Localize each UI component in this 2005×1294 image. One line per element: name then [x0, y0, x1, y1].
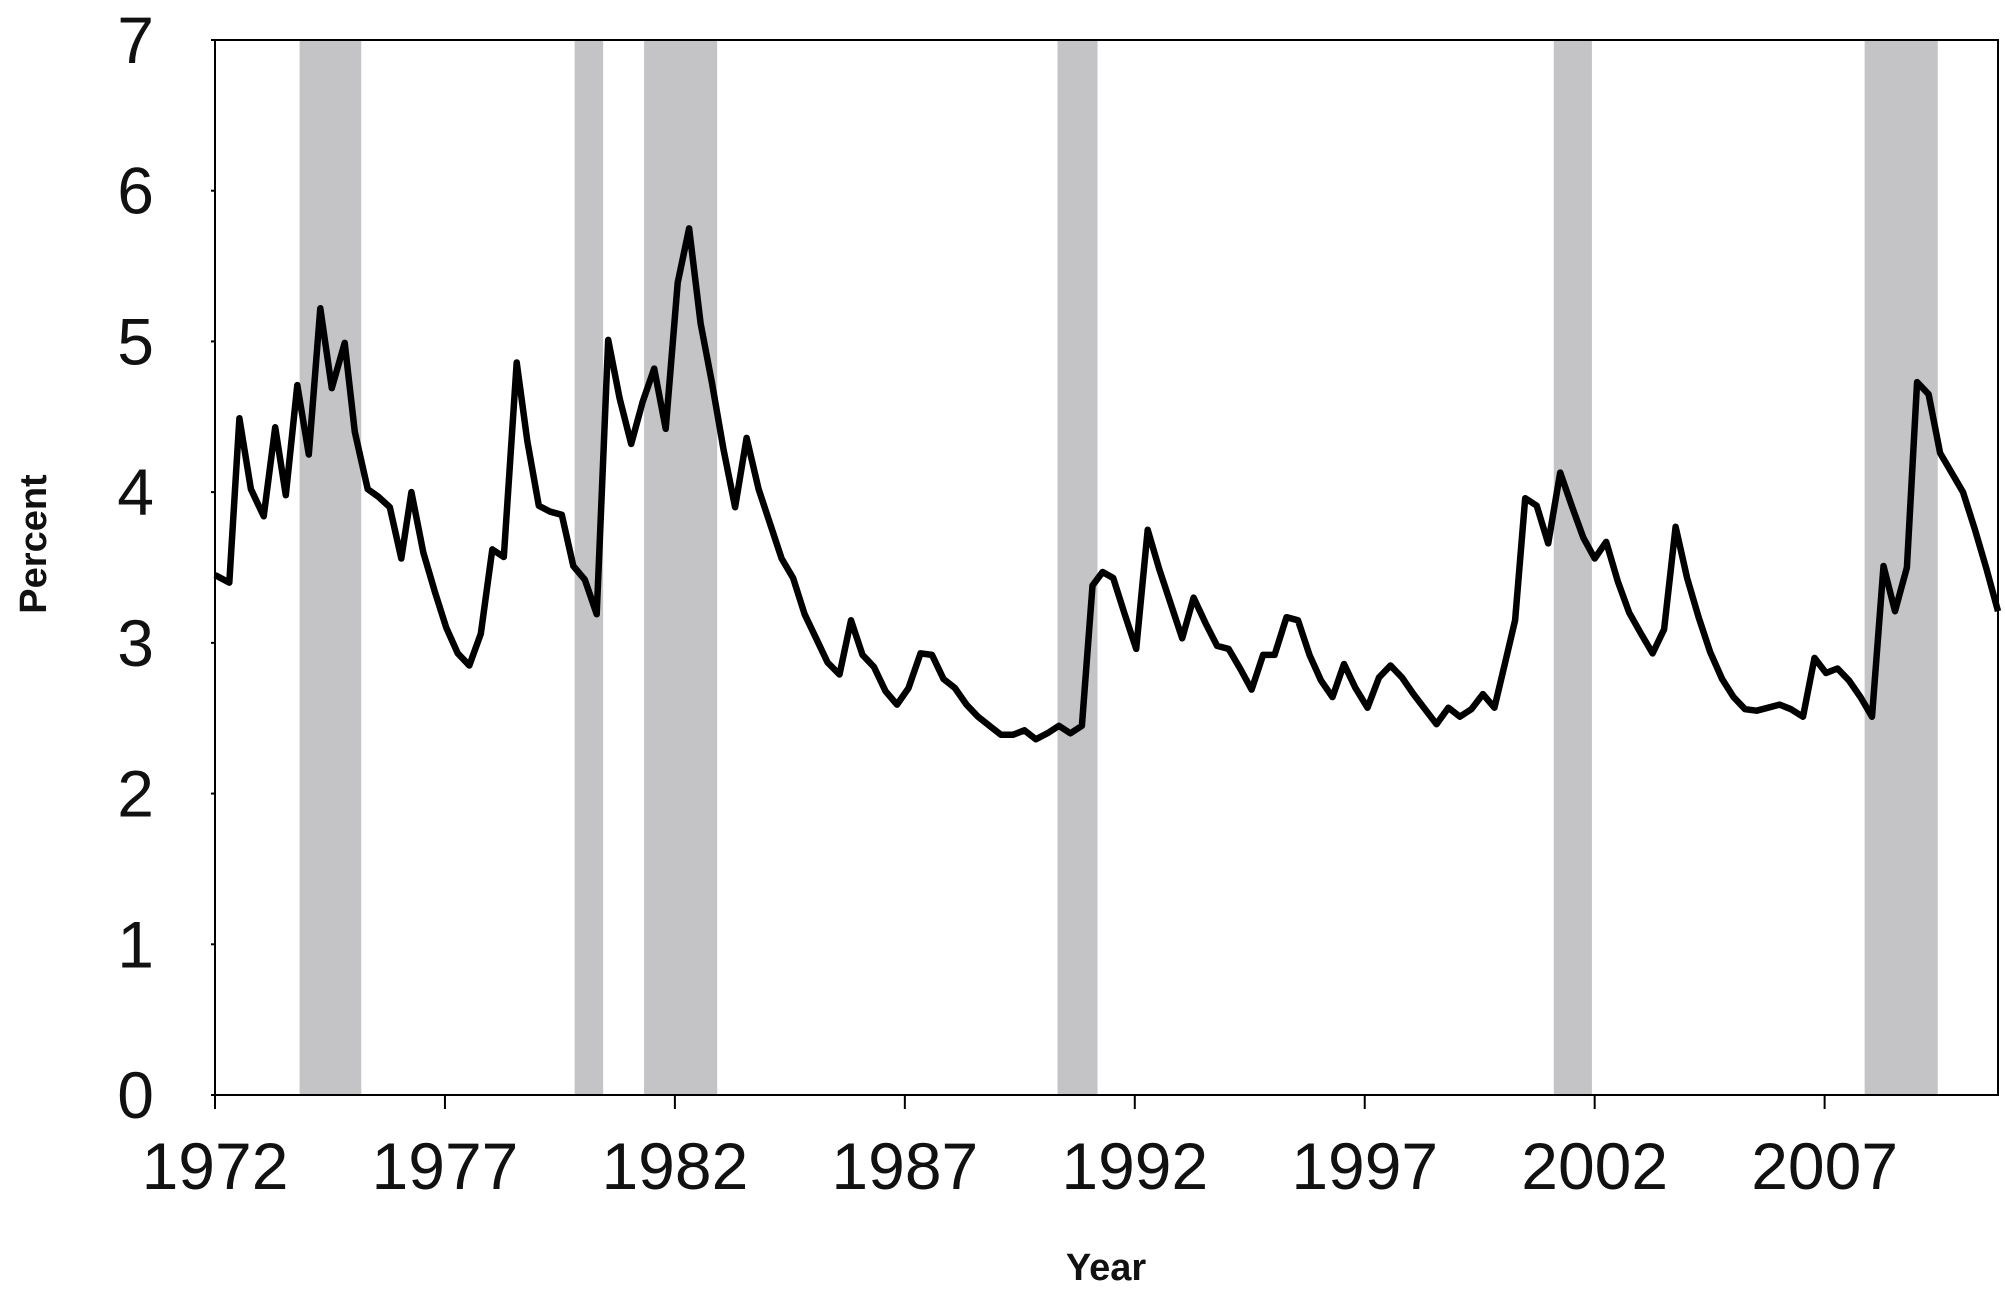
y-tick-label: 5 [117, 304, 154, 378]
recession-band [1553, 40, 1592, 1095]
y-tick-label: 0 [117, 1058, 154, 1132]
y-tick-label: 4 [117, 455, 154, 529]
x-tick-label: 1992 [1061, 1129, 1208, 1203]
y-tick-label: 2 [117, 757, 154, 831]
y-tick-label: 3 [117, 606, 154, 680]
x-tick-label: 1982 [601, 1129, 748, 1203]
x-tick-label: 1977 [372, 1129, 519, 1203]
y-tick-label: 1 [117, 907, 154, 981]
y-tick-label: 6 [117, 154, 154, 228]
recession-band [1057, 40, 1098, 1095]
x-tick-label: 2007 [1751, 1129, 1898, 1203]
x-tick-label: 2002 [1521, 1129, 1668, 1203]
plot-frame [214, 39, 1999, 1096]
x-tick-label: 1997 [1291, 1129, 1438, 1203]
x-tick-label: 1972 [142, 1129, 289, 1203]
data-line [213, 225, 2002, 743]
y-tick-label: 7 [117, 3, 154, 77]
y-axis-title: Percent [13, 474, 55, 614]
recession-band [299, 40, 362, 1095]
x-axis-title: Year [1066, 1247, 1147, 1289]
x-tick-label: 1987 [831, 1129, 978, 1203]
recession-band [1864, 40, 1938, 1095]
recession-band [644, 40, 718, 1095]
